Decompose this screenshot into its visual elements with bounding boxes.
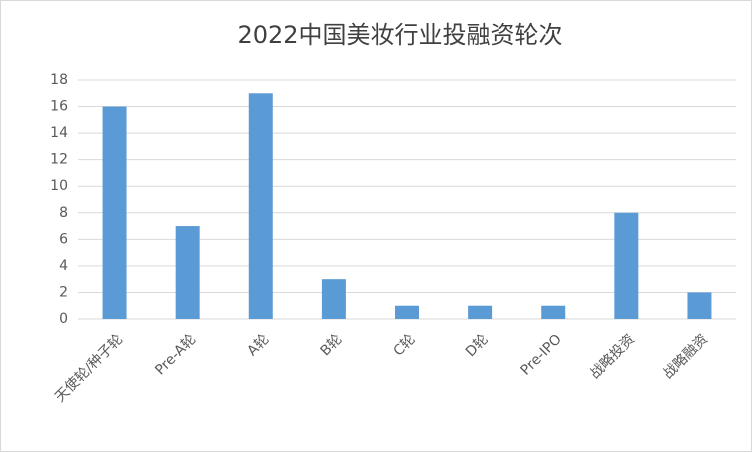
bar [687,292,712,319]
y-tick-label: 2 [59,284,68,300]
y-tick-label: 10 [50,178,68,194]
y-tick-label: 18 [50,72,68,88]
chart-title: 2022中国美妆行业投融资轮次 [237,21,562,49]
bar [248,93,273,320]
y-tick-label: 14 [50,125,68,141]
y-tick-label: 12 [50,152,68,168]
y-tick-label: 0 [59,311,68,327]
y-tick-label: 4 [59,258,68,274]
bar [102,106,127,319]
bar [321,279,346,319]
bar [541,305,566,319]
bar [614,212,639,319]
bar [175,226,200,319]
y-tick-label: 16 [50,99,68,115]
bar [395,305,419,319]
y-tick-label: 6 [59,231,68,247]
bar [468,305,493,319]
y-tick-label: 8 [59,205,68,221]
